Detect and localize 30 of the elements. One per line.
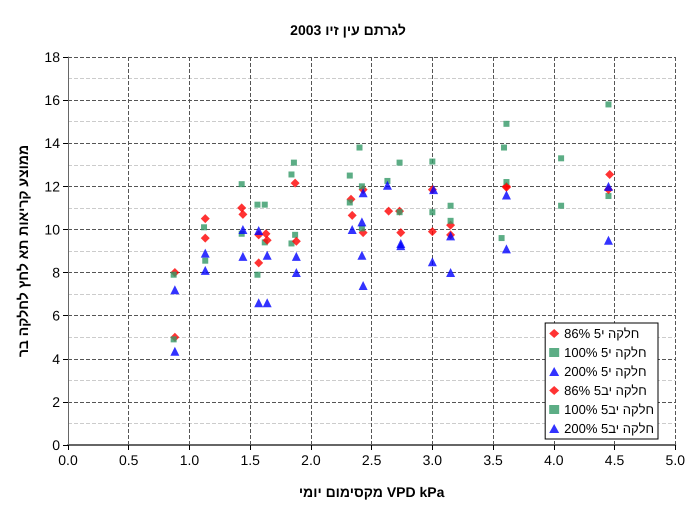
x-tick-label: 5.0 [666, 452, 686, 468]
x-tick-label: 4.0 [544, 452, 564, 468]
legend-label: חלקה יב5 100% [564, 402, 654, 417]
legend-label: חלקה י5 86% [564, 326, 640, 341]
y-tick-label: 8 [52, 264, 60, 281]
x-tick-label: 2.0 [301, 452, 321, 468]
x-tick-label: 4.5 [604, 452, 624, 468]
x-tick-label: 3.0 [422, 452, 442, 468]
y-tick-label: 14 [44, 135, 60, 152]
chart-title: לגרתם עין זיו 2003 [290, 22, 406, 38]
x-axis-title: מקסימום יומי VPD kPa [298, 484, 445, 500]
y-tick-label: 6 [52, 308, 60, 324]
x-tick-label: 0.0 [58, 452, 78, 468]
legend-label: חלקה יב5 200% [564, 421, 654, 436]
y-axis-title: ממוצע קריאות תא לחץ לחלקה בר [15, 144, 31, 358]
legend-label: חלקה י5 100% [564, 345, 647, 360]
x-tick-label: 0.5 [118, 452, 139, 468]
y-tick-label: 4 [52, 350, 60, 367]
legend-label: חלקה י5 200% [564, 364, 647, 379]
x-tick-label: 2.5 [362, 452, 382, 468]
y-tick-label: 12 [44, 178, 60, 194]
y-tick-label: 10 [44, 221, 60, 238]
x-tick-label: 1.0 [180, 452, 200, 468]
x-tick-label: 1.5 [240, 452, 260, 468]
x-tick-label: 3.5 [483, 452, 504, 468]
y-tick-label: 16 [44, 92, 60, 108]
y-tick-label: 0 [52, 437, 60, 453]
y-tick-label: 2 [52, 394, 60, 410]
y-tick-label: 18 [44, 49, 60, 65]
legend-label: חלקה יב5 86% [564, 383, 647, 398]
